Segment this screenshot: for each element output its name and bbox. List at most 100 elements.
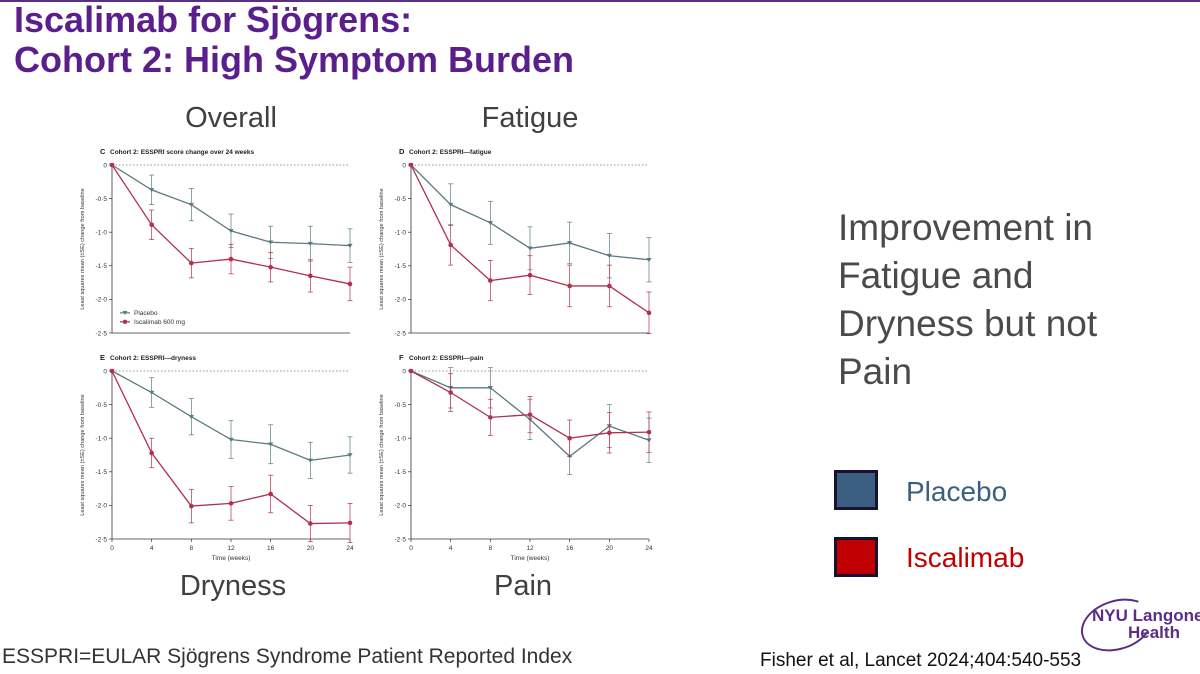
- data-point: [347, 453, 353, 458]
- data-point: [607, 283, 612, 289]
- panel-letter: C: [100, 147, 106, 156]
- data-point: [228, 437, 234, 442]
- legend-label-placebo: Placebo: [906, 476, 1008, 507]
- panel-letter: E: [100, 353, 105, 362]
- data-point: [488, 278, 493, 283]
- panel-label-dryness: Dryness: [179, 570, 287, 602]
- data-point: [607, 430, 612, 436]
- panel-label-fatigue: Fatigue: [481, 102, 579, 134]
- panel-letter: D: [399, 147, 405, 156]
- legend-label-iscalimab: Iscalimab: [906, 542, 1025, 573]
- panel-title: Cohort 2: ESSPRI—pain: [409, 355, 483, 362]
- data-point: [308, 521, 313, 526]
- slide-title-line-2: Cohort 2: High Symptom Burden: [14, 39, 574, 80]
- series-placebo: [408, 163, 652, 283]
- data-point: [347, 243, 353, 249]
- data-point: [646, 310, 652, 316]
- data-point: [408, 162, 414, 168]
- logo-text-line-1: NYU Langone: [1092, 606, 1200, 625]
- panel-c: C Cohort 2: ESSPRI score change over 24 w…: [80, 147, 353, 337]
- y-tick-label: 0: [402, 162, 406, 169]
- logo-text-line-2: Health: [1128, 623, 1180, 642]
- y-tick-label: 0: [103, 368, 107, 375]
- x-tick-label: 8: [489, 545, 493, 552]
- data-point: [268, 264, 273, 270]
- y-tick-label: -2·5: [95, 330, 107, 337]
- data-point: [488, 415, 493, 420]
- series-iscalimab: [109, 368, 353, 543]
- panel-title: Cohort 2: ESSPRI score change over 24 we…: [110, 149, 255, 156]
- y-tick-label: -2·5: [95, 536, 107, 543]
- x-tick-label: 24: [645, 545, 653, 552]
- data-point: [149, 450, 154, 456]
- y-tick-label: 0: [103, 162, 107, 169]
- data-point: [188, 202, 194, 208]
- data-point: [228, 501, 234, 506]
- data-point: [268, 491, 273, 497]
- data-point: [307, 241, 313, 247]
- y-axis-label: Least squares mean (±SE) change from bas…: [80, 394, 86, 516]
- series-iscalimab: [408, 162, 652, 335]
- data-point: [527, 246, 533, 251]
- panel-label-overall: Overall: [185, 102, 277, 134]
- legend-label: Placebo: [134, 310, 158, 317]
- improvement-summary-text: Improvement in Fatigue and Dryness but n…: [838, 207, 1098, 392]
- y-axis-label: Least squares mean (±SE) change from bas…: [80, 188, 86, 310]
- panel-f: F Cohort 2: ESSPRI—pain0-0·5-1·0-1·5-2·0-…: [379, 353, 653, 562]
- y-tick-label: -1·0: [394, 436, 406, 443]
- data-point: [448, 202, 454, 208]
- x-tick-label: 24: [346, 545, 354, 552]
- y-tick-label: -2·0: [394, 503, 406, 510]
- esspri-charts-figure: C Cohort 2: ESSPRI score change over 24 w…: [80, 147, 653, 562]
- data-point: [487, 220, 493, 226]
- legend-marker: [122, 311, 128, 316]
- y-tick-label: -1·5: [95, 263, 107, 270]
- data-point: [149, 188, 155, 193]
- panel-title: Cohort 2: ESSPRI—fatigue: [409, 149, 492, 156]
- panel-title: Cohort 2: ESSPRI—dryness: [110, 355, 196, 362]
- data-point: [109, 368, 115, 374]
- data-point: [567, 283, 572, 289]
- y-tick-label: -1·5: [394, 469, 406, 476]
- x-tick-label: 20: [606, 545, 614, 552]
- citation: Fisher et al, Lancet 2024;404:540-553: [760, 650, 1082, 671]
- x-tick-label: 8: [190, 545, 194, 552]
- data-point: [268, 442, 274, 447]
- x-tick-label: 12: [526, 545, 534, 552]
- esspri-footnote: ESSPRI=EULAR Sjögrens Syndrome Patient R…: [2, 645, 573, 668]
- x-tick-label: 0: [110, 545, 114, 552]
- x-tick-label: 4: [449, 545, 453, 552]
- y-tick-label: -0·5: [394, 402, 406, 409]
- data-point: [308, 273, 313, 279]
- series-iscalimab: [408, 368, 652, 457]
- data-point: [408, 368, 414, 374]
- series-placebo: [109, 369, 353, 479]
- data-point: [448, 390, 453, 395]
- data-point: [268, 240, 274, 245]
- data-point: [149, 390, 155, 395]
- data-point: [149, 222, 154, 228]
- x-tick-label: 20: [307, 545, 315, 552]
- x-tick-label: 16: [267, 545, 275, 552]
- data-point: [527, 272, 533, 278]
- y-tick-label: 0: [402, 368, 406, 375]
- y-tick-label: -0·5: [95, 196, 107, 203]
- data-point: [646, 429, 652, 435]
- data-point: [307, 458, 313, 463]
- data-point: [567, 241, 573, 246]
- data-point: [228, 256, 234, 262]
- data-point: [109, 162, 115, 168]
- data-point: [606, 253, 612, 259]
- y-tick-label: -2·0: [95, 503, 107, 510]
- y-tick-label: -1·0: [95, 436, 107, 443]
- data-point: [487, 386, 493, 391]
- y-tick-label: -0·5: [394, 196, 406, 203]
- x-tick-label: 12: [227, 545, 235, 552]
- y-tick-label: -2·5: [394, 536, 406, 543]
- inner-legend-item: Iscalimab 600 mg: [120, 319, 185, 326]
- y-tick-label: -1·5: [95, 469, 107, 476]
- y-tick-label: -2·0: [394, 297, 406, 304]
- series-iscalimab: [109, 162, 353, 302]
- nyu-langone-logo: NYU Langone Health: [1092, 606, 1200, 642]
